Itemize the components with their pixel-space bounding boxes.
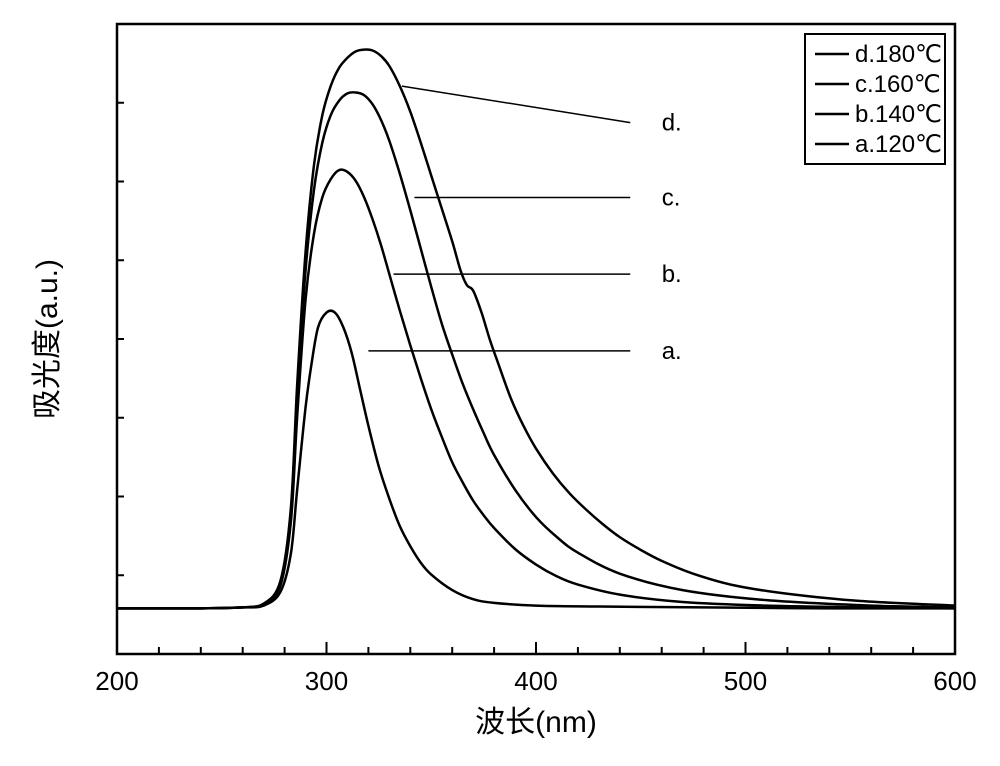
x-tick-label: 200 [95, 666, 138, 696]
curve-label-c: c. [662, 184, 681, 211]
legend-label: b.140℃ [855, 101, 942, 128]
leader-d [402, 86, 630, 123]
chart-container: 200 300 400 500 600 波长(nm) 吸光度(a.u.) d. c. b. a. d.… [0, 0, 1000, 766]
x-tick-label: 500 [724, 666, 767, 696]
curve-label-d: d. [662, 110, 682, 137]
series-b [117, 170, 955, 609]
curve-label-a: a. [662, 338, 682, 365]
x-axis-label: 波长(nm) [475, 706, 597, 739]
x-tick-label: 300 [305, 666, 348, 696]
x-tick-label: 600 [933, 666, 976, 696]
x-tick-label: 400 [514, 666, 557, 696]
y-axis-label: 吸光度(a.u.) [31, 259, 64, 419]
legend-label: a.120℃ [855, 131, 942, 158]
legend-label: d.180℃ [855, 41, 942, 68]
curve-label-b: b. [662, 261, 682, 288]
chart-svg: 200 300 400 500 600 波长(nm) 吸光度(a.u.) d. c. b. a. d.… [0, 0, 1000, 766]
legend-label: c.160℃ [855, 71, 941, 98]
